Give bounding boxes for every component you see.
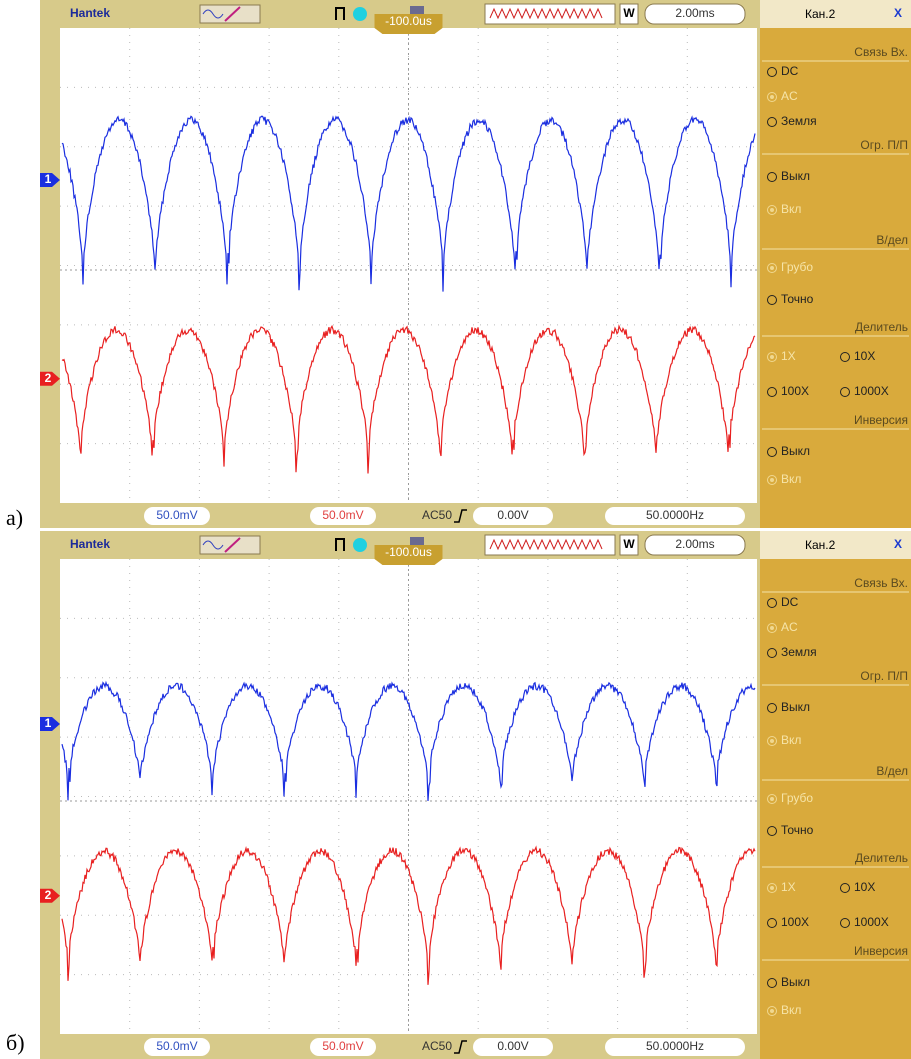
radio-dot xyxy=(770,266,774,270)
scope-panel: Hantek W 2.00ms -100.0us 1 2 Кан.2 X Связь Вх. DC… xyxy=(40,531,911,1059)
section-heading: В/дел xyxy=(876,233,908,247)
option[interactable]: Точно xyxy=(781,292,814,306)
radio-dot xyxy=(770,797,774,801)
icon xyxy=(353,7,367,21)
radio-dot xyxy=(770,739,774,743)
trigger: AC50 xyxy=(422,508,452,522)
ch2-scale: 50.0mV xyxy=(322,508,363,522)
trigger-level: 0.00V xyxy=(497,508,528,522)
ch1-scale: 50.0mV xyxy=(156,508,197,522)
brand: Hantek xyxy=(70,6,110,20)
option[interactable]: Земля xyxy=(781,645,817,659)
option[interactable]: 1X xyxy=(781,880,796,894)
frequency: 50.0000Hz xyxy=(646,508,704,522)
option[interactable]: Точно xyxy=(781,823,814,837)
option[interactable]: Выкл xyxy=(781,444,810,458)
ch1-scale: 50.0mV xyxy=(156,1039,197,1053)
option[interactable]: DC xyxy=(781,64,799,78)
option[interactable]: AC xyxy=(781,620,798,634)
section-heading: Инверсия xyxy=(854,944,908,958)
icon xyxy=(200,5,260,23)
frequency: 50.0000Hz xyxy=(646,1039,704,1053)
sidebar-title: Кан.2 xyxy=(805,538,836,552)
option[interactable]: 100X xyxy=(781,915,809,929)
option[interactable]: Вкл xyxy=(781,472,801,486)
section-heading: Делитель xyxy=(855,320,908,334)
radio-dot xyxy=(770,355,774,359)
option[interactable]: Земля xyxy=(781,114,817,128)
brand: Hantek xyxy=(70,537,110,551)
option[interactable]: Вкл xyxy=(781,1003,801,1017)
option[interactable]: Вкл xyxy=(781,733,801,747)
option[interactable]: Выкл xyxy=(781,975,810,989)
trigger-position: -100.0us xyxy=(385,545,432,559)
scope-panel: Hantek W 2.00ms -100.0us 1 2 Кан.2 X Связь Вх. DC… xyxy=(40,0,911,529)
section-heading: Инверсия xyxy=(854,413,908,427)
option[interactable]: DC xyxy=(781,595,799,609)
radio-dot xyxy=(770,208,774,212)
section-heading: В/дел xyxy=(876,764,908,778)
icon xyxy=(353,538,367,552)
sidebar-title-bg xyxy=(760,0,911,28)
option[interactable]: Выкл xyxy=(781,700,810,714)
section-heading: Огр. П/П xyxy=(860,138,908,152)
close-button[interactable]: X xyxy=(894,537,902,551)
radio-dot xyxy=(770,95,774,99)
timebase: 2.00ms xyxy=(675,537,714,551)
timebase: 2.00ms xyxy=(675,6,714,20)
radio-dot xyxy=(770,886,774,890)
section-heading: Делитель xyxy=(855,851,908,865)
option[interactable]: 100X xyxy=(781,384,809,398)
mode: W xyxy=(623,537,635,551)
panel-label: а) xyxy=(6,505,23,531)
radio-dot xyxy=(770,1009,774,1013)
icon xyxy=(200,536,260,554)
option[interactable]: Грубо xyxy=(781,260,813,274)
option[interactable]: AC xyxy=(781,89,798,103)
page: а) б) Hantek W 2.00ms -100.0us 1 2 Кан.2 X Связь… xyxy=(0,0,911,1059)
radio-dot xyxy=(770,478,774,482)
channel-marker: 1 xyxy=(45,172,52,186)
channel-marker: 2 xyxy=(45,371,52,385)
section-heading: Связь Вх. xyxy=(854,45,908,59)
option[interactable]: Выкл xyxy=(781,169,810,183)
radio-dot xyxy=(770,626,774,630)
close-button[interactable]: X xyxy=(894,6,902,20)
section-heading: Огр. П/П xyxy=(860,669,908,683)
sidebar-title: Кан.2 xyxy=(805,7,836,21)
mode: W xyxy=(623,6,635,20)
option[interactable]: 1000X xyxy=(854,915,889,929)
ch2-scale: 50.0mV xyxy=(322,1039,363,1053)
option[interactable]: 1X xyxy=(781,349,796,363)
trigger-level: 0.00V xyxy=(497,1039,528,1053)
channel-marker: 1 xyxy=(45,716,52,730)
option[interactable]: Грубо xyxy=(781,791,813,805)
channel-marker: 2 xyxy=(45,888,52,902)
option[interactable]: 1000X xyxy=(854,384,889,398)
option[interactable]: 10X xyxy=(854,880,875,894)
sidebar-title-bg xyxy=(760,531,911,559)
panel-label: б) xyxy=(6,1030,25,1056)
trigger: AC50 xyxy=(422,1039,452,1053)
section-heading: Связь Вх. xyxy=(854,576,908,590)
trigger-position: -100.0us xyxy=(385,14,432,28)
option[interactable]: 10X xyxy=(854,349,875,363)
option[interactable]: Вкл xyxy=(781,202,801,216)
